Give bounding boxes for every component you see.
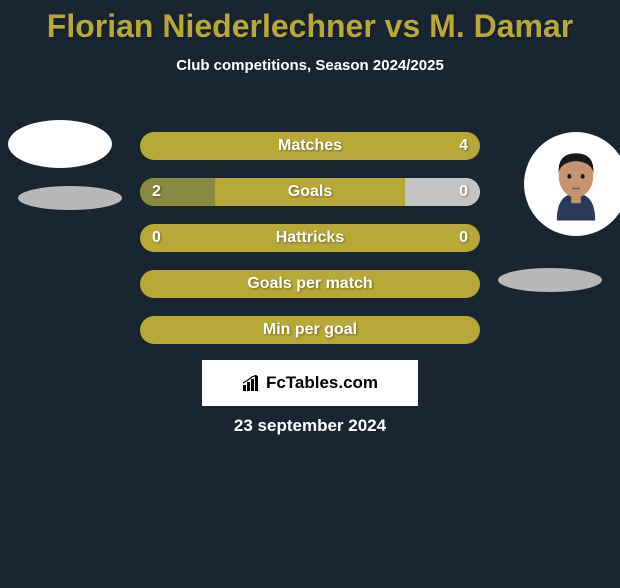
bar-label: Hattricks xyxy=(140,229,480,247)
stat-bar: Min per goal xyxy=(140,316,480,344)
bar-value-left: 0 xyxy=(152,229,161,247)
bar-value-right: 0 xyxy=(459,229,468,247)
stat-bar: Goals2 0 xyxy=(140,178,480,206)
bar-label: Matches xyxy=(140,137,480,155)
watermark-text: FcTables.com xyxy=(266,373,378,393)
bar-value-right: 0 xyxy=(459,183,468,201)
bar-label: Min per goal xyxy=(140,321,480,339)
date-text: 23 september 2024 xyxy=(0,416,620,436)
stats-bars: Matches4Goals20Hattricks00Goals per matc… xyxy=(140,132,480,362)
bar-value-right: 4 xyxy=(459,137,468,155)
subtitle: Club competitions, Season 2024/2025 xyxy=(0,57,620,74)
chart-icon xyxy=(242,375,262,391)
player-right-shadow xyxy=(498,268,602,292)
page-title: Florian Niederlechner vs M. Damar xyxy=(0,8,620,45)
bar-label: Goals per match xyxy=(140,275,480,293)
stat-bar: Hattricks0 0 xyxy=(140,224,480,252)
player-face-icon xyxy=(528,136,620,232)
bar-value-left: 2 xyxy=(152,183,161,201)
watermark: FcTables.com xyxy=(202,360,418,406)
player-right-avatar xyxy=(524,132,620,236)
player-left-shadow xyxy=(18,186,122,210)
stat-bar: Goals per match xyxy=(140,270,480,298)
stat-bar: Matches4 xyxy=(140,132,480,160)
player-left-avatar xyxy=(8,120,112,168)
bar-label: Goals xyxy=(140,183,480,201)
